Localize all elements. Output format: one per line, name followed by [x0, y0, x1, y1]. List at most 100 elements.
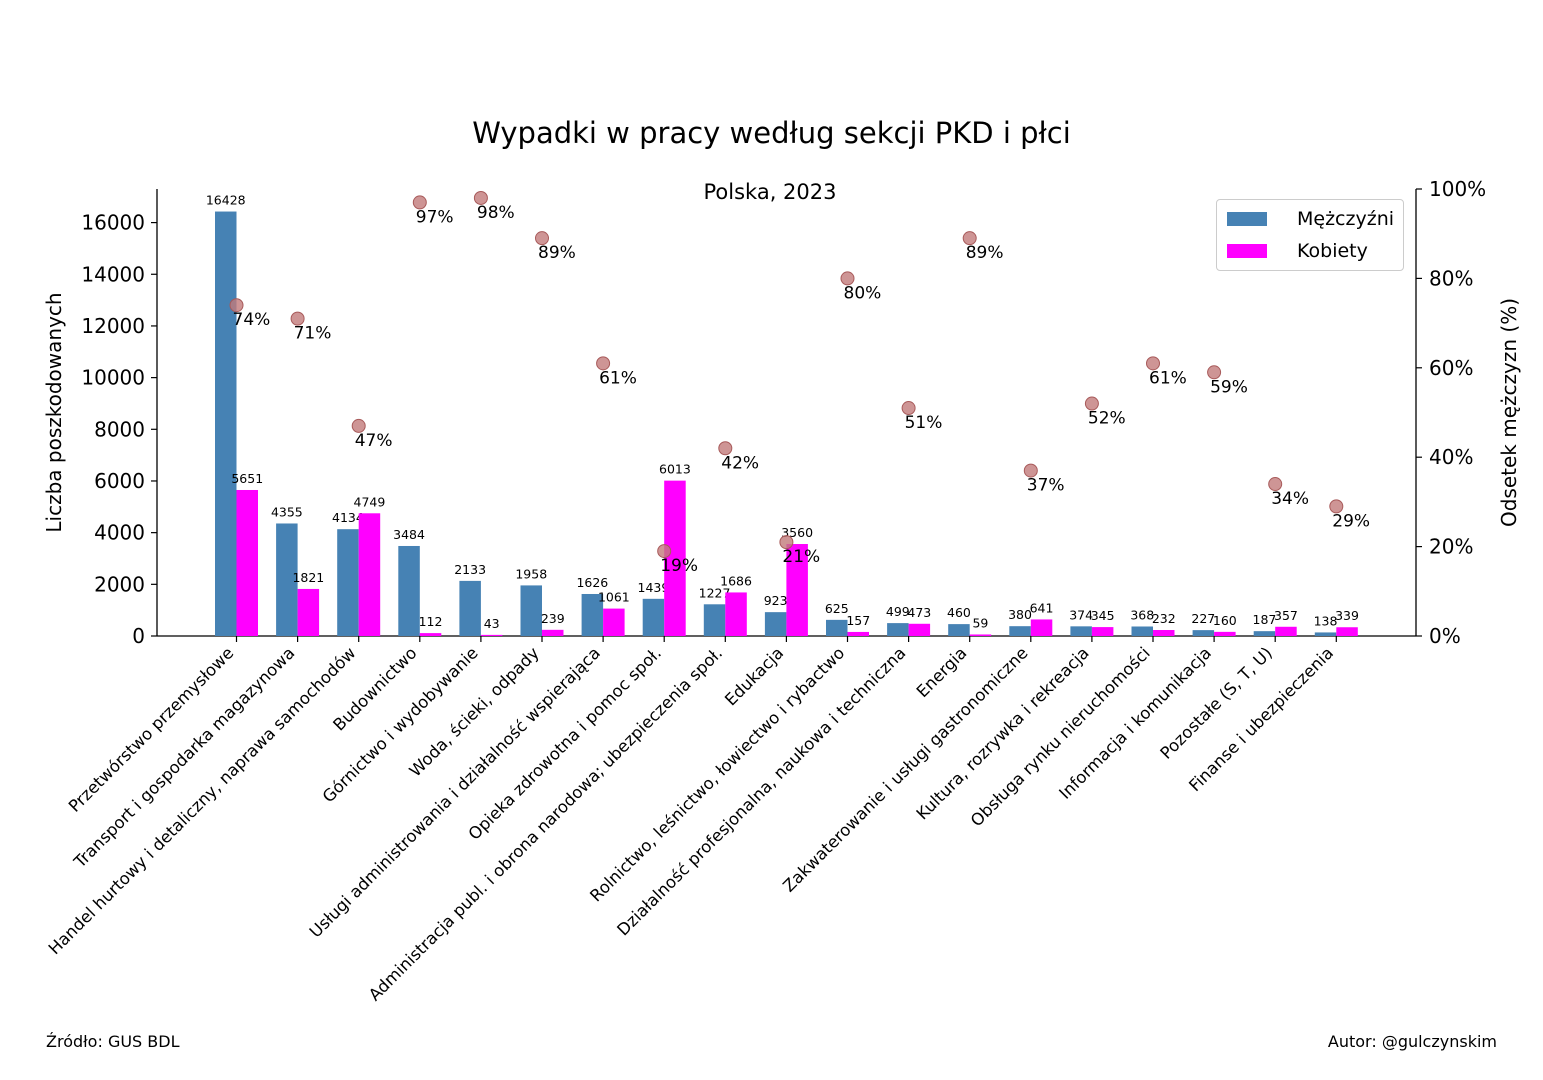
y-tick-label: 2000: [94, 572, 145, 596]
bar-men: [948, 624, 970, 636]
bar-label-men: 1439: [638, 580, 670, 595]
bar-label-men: 460: [947, 605, 971, 620]
male-share-label: 97%: [416, 207, 454, 227]
y2-axis-label: Odsetek mężczyzn (%): [1497, 298, 1521, 527]
bar-men: [215, 211, 237, 636]
bar-men: [1314, 632, 1337, 636]
y2-tick-label: 100%: [1429, 177, 1486, 201]
bar-women: [725, 592, 747, 636]
bar-label-women: 232: [1152, 611, 1176, 626]
bar-label-women: 1061: [598, 590, 630, 605]
bar-men: [764, 612, 787, 636]
y-tick-label: 16000: [81, 211, 145, 235]
bar-men: [337, 529, 359, 636]
bar-women: [1030, 619, 1053, 636]
bar-label-men: 1227: [699, 585, 731, 600]
chart-subtitle: Polska, 2023: [703, 180, 837, 204]
bar-label-women: 59: [972, 615, 988, 630]
x-tick-label: Działalność profesjonalna, naukowa i tec…: [613, 643, 909, 939]
chart-title: Wypadki w pracy według sekcji PKD i płci: [472, 116, 1071, 150]
bar-women: [1275, 626, 1297, 636]
source-note: Źródło: GUS BDL: [46, 1032, 180, 1051]
bar-label-men: 2133: [454, 562, 486, 577]
y2-tick-label: 20%: [1429, 535, 1473, 559]
bar-men: [581, 593, 604, 636]
bar-label-men: 187: [1253, 612, 1277, 627]
bar-label-women: 1821: [292, 570, 324, 585]
male-share-point: [779, 535, 794, 550]
bar-men: [1253, 631, 1276, 636]
y-axis-label: Liczba poszkodowanych: [42, 292, 66, 532]
bar-label-men: 499: [886, 604, 910, 619]
legend-swatch-women: [1227, 244, 1267, 258]
bar-men: [642, 598, 665, 636]
male-share-point: [473, 190, 488, 205]
bar-women: [480, 634, 503, 636]
male-share-point: [596, 356, 611, 371]
male-share-label: 61%: [1149, 368, 1187, 388]
male-share-label: 21%: [782, 547, 820, 567]
bar-men: [276, 523, 298, 636]
bar-women: [969, 634, 992, 636]
bar-label-women: 112: [419, 614, 443, 629]
male-share-label: 80%: [844, 283, 882, 303]
y2-tick-label: 0%: [1429, 624, 1461, 648]
bar-label-women: 43: [484, 616, 500, 631]
male-share-label: 19%: [660, 556, 698, 576]
bar-label-men: 4134: [332, 510, 364, 525]
male-share-point: [1329, 499, 1344, 514]
bar-label-women: 4749: [354, 494, 386, 509]
bar-label-men: 227: [1191, 611, 1215, 626]
male-share-label: 59%: [1210, 377, 1248, 397]
y-tick-label: 12000: [81, 314, 145, 338]
x-tick-label: Pozostałe (S, T, U): [1157, 643, 1276, 762]
y2-tick-label: 40%: [1429, 445, 1473, 469]
y-tick-label: 0: [132, 624, 145, 648]
y-tick-label: 10000: [81, 366, 145, 390]
bar-label-men: 374: [1069, 607, 1093, 622]
bar-women: [1214, 631, 1236, 636]
male-share-point: [351, 418, 366, 433]
x-tick-label: Energia: [913, 643, 971, 701]
male-share-point: [412, 195, 427, 210]
male-share-label: 37%: [1027, 476, 1065, 496]
male-share-label: 98%: [477, 203, 515, 223]
male-share-point: [840, 271, 855, 286]
bar-label-men: 368: [1130, 607, 1154, 622]
bar-women: [1091, 627, 1114, 636]
male-share-point: [535, 231, 549, 246]
legend: Mężczyźni Kobiety: [1216, 199, 1404, 271]
bar-men: [1131, 626, 1153, 636]
bar-women: [358, 513, 381, 636]
bar-label-women: 357: [1274, 608, 1298, 623]
male-share-point: [657, 544, 672, 559]
legend-item-men: Mężczyźni: [1227, 206, 1394, 232]
legend-item-women: Kobiety: [1227, 238, 1368, 264]
bar-women: [297, 588, 320, 636]
male-share-label: 47%: [355, 431, 393, 451]
male-share-point: [1268, 477, 1283, 492]
bar-men: [1070, 626, 1092, 636]
male-share-point: [718, 441, 733, 456]
male-share-point: [901, 401, 916, 416]
male-share-point: [1146, 356, 1160, 371]
bar-label-men: 380: [1008, 607, 1032, 622]
bar-label-women: 339: [1335, 608, 1359, 623]
male-share-point: [1207, 365, 1222, 380]
bar-men: [1192, 630, 1215, 636]
bar-women: [847, 631, 869, 636]
bar-women: [236, 489, 258, 636]
male-share-label: 29%: [1332, 511, 1370, 531]
male-share-label: 61%: [599, 368, 637, 388]
bar-label-women: 473: [907, 605, 931, 620]
bar-women: [1153, 630, 1175, 636]
y-tick-label: 4000: [94, 521, 145, 545]
bar-women: [1336, 627, 1358, 636]
bar-label-women: 239: [541, 611, 565, 626]
male-share-point: [1084, 396, 1099, 411]
legend-swatch-men: [1227, 212, 1267, 226]
y-tick-label: 8000: [94, 417, 145, 441]
bar-label-men: 16428: [206, 193, 246, 208]
legend-label-men: Mężczyźni: [1297, 208, 1395, 230]
